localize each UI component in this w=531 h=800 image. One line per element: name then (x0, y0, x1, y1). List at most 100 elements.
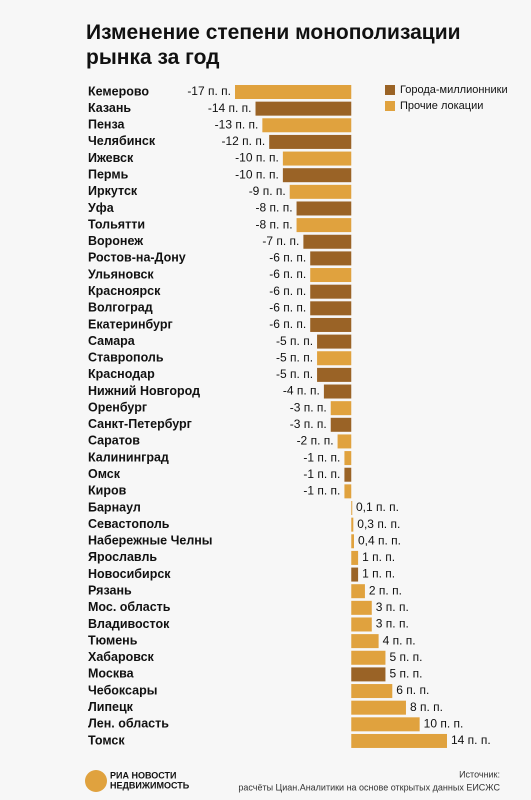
value-label: -6 п. п. (269, 251, 306, 265)
value-label: 6 п. п. (396, 683, 429, 697)
category-label: Уфа (88, 201, 115, 215)
value-label: -2 п. п. (297, 434, 334, 448)
value-label: 5 п. п. (389, 667, 422, 681)
bar (330, 417, 352, 432)
category-label: Хабаровск (88, 650, 155, 664)
category-label: Чебоксары (88, 683, 157, 697)
bar (351, 567, 359, 582)
value-label: -6 п. п. (269, 284, 306, 298)
category-label: Барнаул (88, 500, 141, 514)
value-label: 1 п. п. (362, 550, 395, 564)
value-label: -7 п. п. (262, 234, 299, 248)
bar (310, 317, 352, 332)
category-label: Набережные Челны (88, 534, 213, 548)
bar (351, 700, 406, 715)
value-label: -17 п. п. (187, 84, 231, 98)
category-label: Москва (88, 667, 135, 681)
bar (323, 384, 352, 399)
legend-swatch (385, 85, 395, 95)
value-label: 3 п. п. (376, 600, 409, 614)
bar (351, 634, 379, 649)
value-label: 0,1 п. п. (356, 500, 399, 514)
bar (351, 584, 365, 599)
legend-swatch (385, 101, 395, 111)
bar (296, 201, 352, 216)
value-label: -6 п. п. (269, 267, 306, 281)
bar (282, 151, 352, 166)
category-label: Иркутск (88, 184, 138, 198)
bar (310, 251, 352, 266)
bar (337, 434, 352, 449)
category-label: Ярославль (88, 550, 157, 564)
category-label: Тюмень (88, 633, 138, 647)
category-label: Казань (88, 101, 131, 115)
category-label: Санкт-Петербург (88, 417, 192, 431)
category-label: Краснодар (88, 367, 155, 381)
category-label: Ставрополь (88, 351, 164, 365)
category-label: Липецк (88, 700, 134, 714)
category-label: Ульяновск (88, 267, 154, 281)
bar (344, 451, 352, 466)
value-label: -1 п. п. (303, 450, 340, 464)
bar (351, 534, 354, 549)
category-label: Омск (88, 467, 121, 481)
category-label: Мос. область (88, 600, 171, 614)
bar (351, 733, 447, 748)
category-label: Пенза (88, 118, 126, 132)
bar (351, 600, 372, 615)
category-label: Томск (88, 733, 125, 747)
value-label: -14 п. п. (208, 101, 252, 115)
value-label: -1 п. п. (303, 467, 340, 481)
category-label: Рязань (88, 583, 132, 597)
bar (351, 667, 386, 682)
category-label: Тольятти (88, 217, 145, 231)
value-label: -10 п. п. (235, 167, 279, 181)
category-label: Саратов (88, 434, 140, 448)
bar (351, 550, 359, 565)
value-label: 14 п. п. (451, 733, 491, 747)
category-label: Ижевск (88, 151, 134, 165)
category-label: Волгоград (88, 301, 153, 315)
bar (351, 650, 386, 665)
category-label: Пермь (88, 167, 129, 181)
bar (269, 134, 352, 149)
value-label: 5 п. п. (389, 650, 422, 664)
value-label: -13 п. п. (215, 117, 259, 131)
value-label: -4 п. п. (283, 384, 320, 398)
bar (317, 334, 352, 349)
bar (344, 484, 352, 499)
value-label: -3 п. п. (290, 417, 327, 431)
value-label: 4 п. п. (383, 633, 416, 647)
value-label: -12 п. п. (222, 134, 266, 148)
category-label: Нижний Новгород (88, 384, 200, 398)
bar (330, 401, 352, 416)
bar (255, 101, 352, 116)
bar (351, 617, 372, 632)
value-label: 10 п. п. (424, 716, 464, 730)
legend-label: Прочие локации (400, 100, 483, 112)
value-label: -1 п. п. (303, 484, 340, 498)
category-label: Кемерово (88, 84, 149, 98)
value-label: -8 п. п. (256, 201, 293, 215)
category-label: Красноярск (88, 284, 161, 298)
legend-label: Города-миллионники (400, 84, 508, 96)
bar (351, 517, 354, 532)
value-label: 0,4 п. п. (358, 533, 401, 547)
bar (351, 684, 393, 699)
category-label: Оренбург (88, 400, 147, 414)
value-label: -6 п. п. (269, 317, 306, 331)
category-label: Воронеж (88, 234, 143, 248)
chart-title: Изменение степени монополизации рынка за… (86, 21, 461, 69)
category-label: Лен. область (88, 717, 169, 731)
category-label: Екатеринбург (88, 317, 173, 331)
value-label: -5 п. п. (276, 350, 313, 364)
category-label: Ростов-на-Дону (88, 251, 186, 265)
bar (303, 234, 352, 249)
category-label: Самара (88, 334, 136, 348)
bar (296, 218, 352, 233)
category-label: Новосибирск (88, 567, 171, 581)
bar (282, 168, 352, 183)
bar (235, 85, 352, 99)
